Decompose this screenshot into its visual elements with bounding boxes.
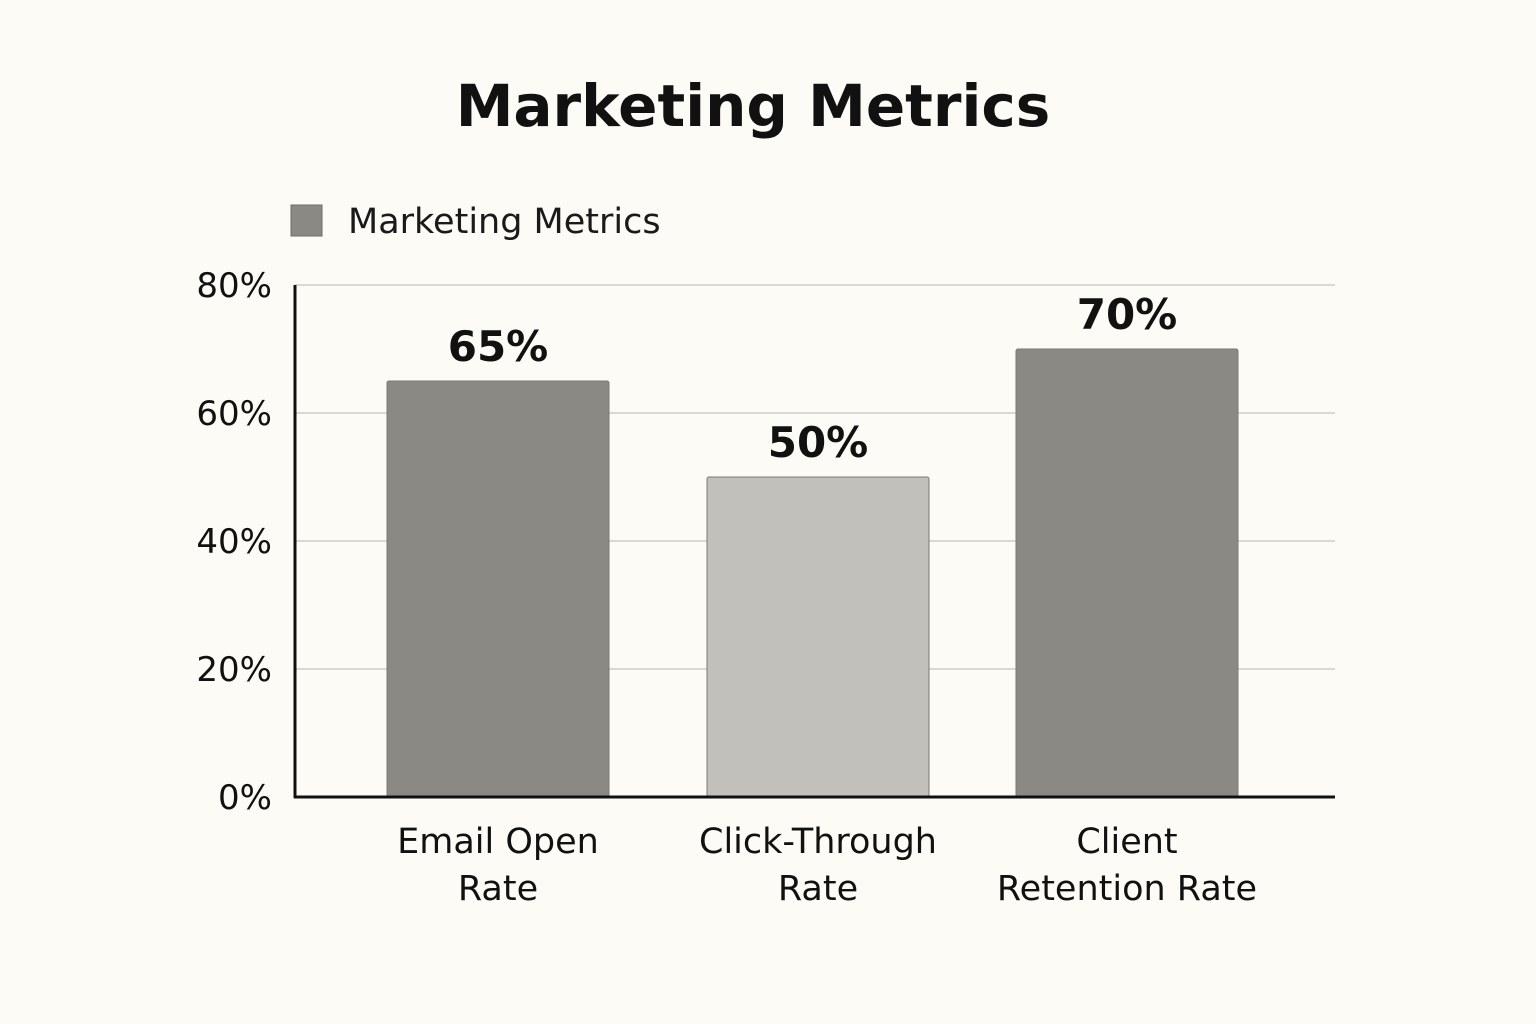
x-category-label: Rate [778,869,858,909]
y-tick-label: 40% [196,522,272,562]
y-axis-tick-labels: 0% 20% 40% 60% 80% [196,266,272,818]
data-labels: 65% 50% 70% [448,290,1178,467]
legend: Marketing Metrics [290,202,661,242]
chart-title: Marketing Metrics [456,72,1051,140]
x-axis-category-labels: Email Open Rate Click-Through Rate Client Ret… [397,822,1257,909]
data-label: 65% [448,322,549,371]
data-label: 70% [1077,290,1178,339]
bar [706,476,930,798]
bar [386,380,610,798]
data-label: 50% [768,418,869,467]
y-tick-label: 20% [196,650,272,690]
x-category-label: Client [1076,822,1177,862]
y-tick-label: 60% [196,394,272,434]
x-category-label: Retention Rate [997,869,1257,909]
bars [386,348,1239,798]
x-category-label: Click-Through [699,822,937,862]
x-category-label: Rate [458,869,538,909]
legend-swatch [290,204,323,237]
x-category-label: Email Open [397,822,599,862]
legend-label: Marketing Metrics [348,202,661,242]
y-tick-label: 0% [218,778,272,818]
y-tick-label: 80% [196,266,272,306]
bar [1015,348,1239,798]
axes [293,285,1335,799]
